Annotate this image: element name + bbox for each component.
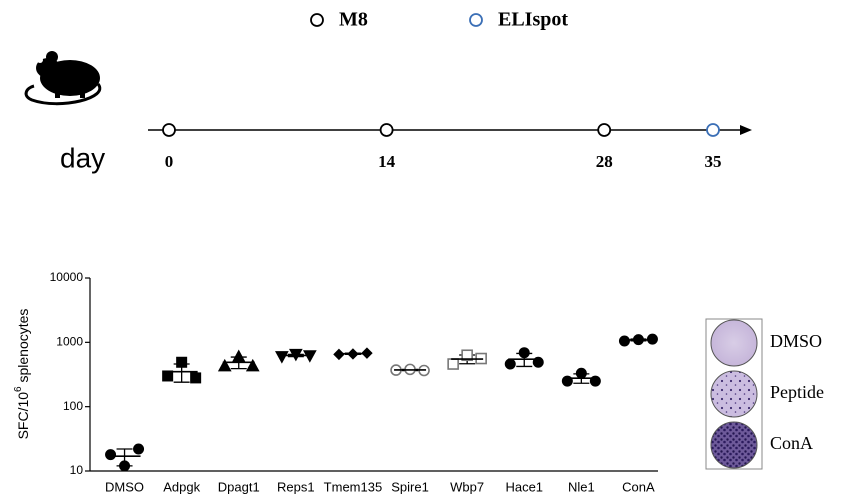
timeline-day: 35 (705, 152, 722, 171)
x-tick-label: Adpgk (163, 479, 200, 494)
data-point (106, 450, 116, 460)
data-point (191, 373, 201, 383)
timeline-point (163, 124, 175, 136)
legend-label: M8 (339, 9, 368, 31)
data-point (448, 359, 458, 369)
legend: M8 ELIspot (311, 9, 568, 31)
x-tick-label: Hace1 (505, 479, 543, 494)
data-point (505, 359, 515, 369)
y-tick-label: 10000 (50, 270, 84, 284)
plate-image (711, 422, 757, 468)
timeline-point (381, 124, 393, 136)
dot-chart: SFC/106 splenocytes 10 100 1000 10000 DMSO Ad… (13, 270, 658, 494)
data-point (519, 348, 529, 358)
timeline: day 0 14 28 35 (60, 124, 752, 173)
data-point (177, 357, 187, 367)
data-point (134, 444, 144, 454)
y-label-rest: splenocytes (15, 309, 31, 387)
y-axis-label: SFC/106 splenocytes (13, 309, 31, 440)
figure: M8 ELIspot day 0 14 28 35 SFC/106 splenocyte… (0, 0, 841, 497)
x-tick-label: ConA (622, 479, 655, 494)
plate-legend: DMSO Peptide ConA (706, 319, 824, 469)
legend-marker (311, 14, 323, 26)
timeline-arrow (740, 125, 752, 135)
plate-image (711, 371, 757, 417)
legend-marker (470, 14, 482, 26)
timeline-point (707, 124, 719, 136)
x-tick-label: Nle1 (568, 479, 595, 494)
x-tick-label: Dpagt1 (218, 479, 260, 494)
y-label-main: SFC/10 (15, 392, 31, 440)
y-tick-label: 100 (63, 399, 83, 413)
x-tick-label: DMSO (105, 479, 144, 494)
timeline-day: 28 (596, 152, 613, 171)
data-point (276, 352, 288, 363)
data-point (163, 371, 173, 381)
x-tick-label: Reps1 (277, 479, 315, 494)
timeline-day: 14 (378, 152, 396, 171)
x-tick-label: Tmem135 (324, 479, 383, 494)
y-tick-label: 1000 (56, 335, 83, 349)
timeline-day: 0 (165, 152, 174, 171)
data-point (120, 461, 130, 471)
plate-label: DMSO (770, 331, 822, 351)
timeline-point (598, 124, 610, 136)
y-tick-label: 10 (70, 463, 84, 477)
data-point (233, 351, 245, 362)
plate-label: ConA (770, 433, 813, 453)
mouse-icon (26, 51, 100, 104)
x-tick-label: Wbp7 (450, 479, 484, 494)
timeline-label: day (60, 142, 105, 173)
legend-label: ELIspot (498, 9, 568, 31)
plate-image (711, 320, 757, 366)
data-point (576, 368, 586, 378)
x-tick-label: Spire1 (391, 479, 429, 494)
plate-label: Peptide (770, 382, 824, 402)
data-point (619, 336, 629, 346)
